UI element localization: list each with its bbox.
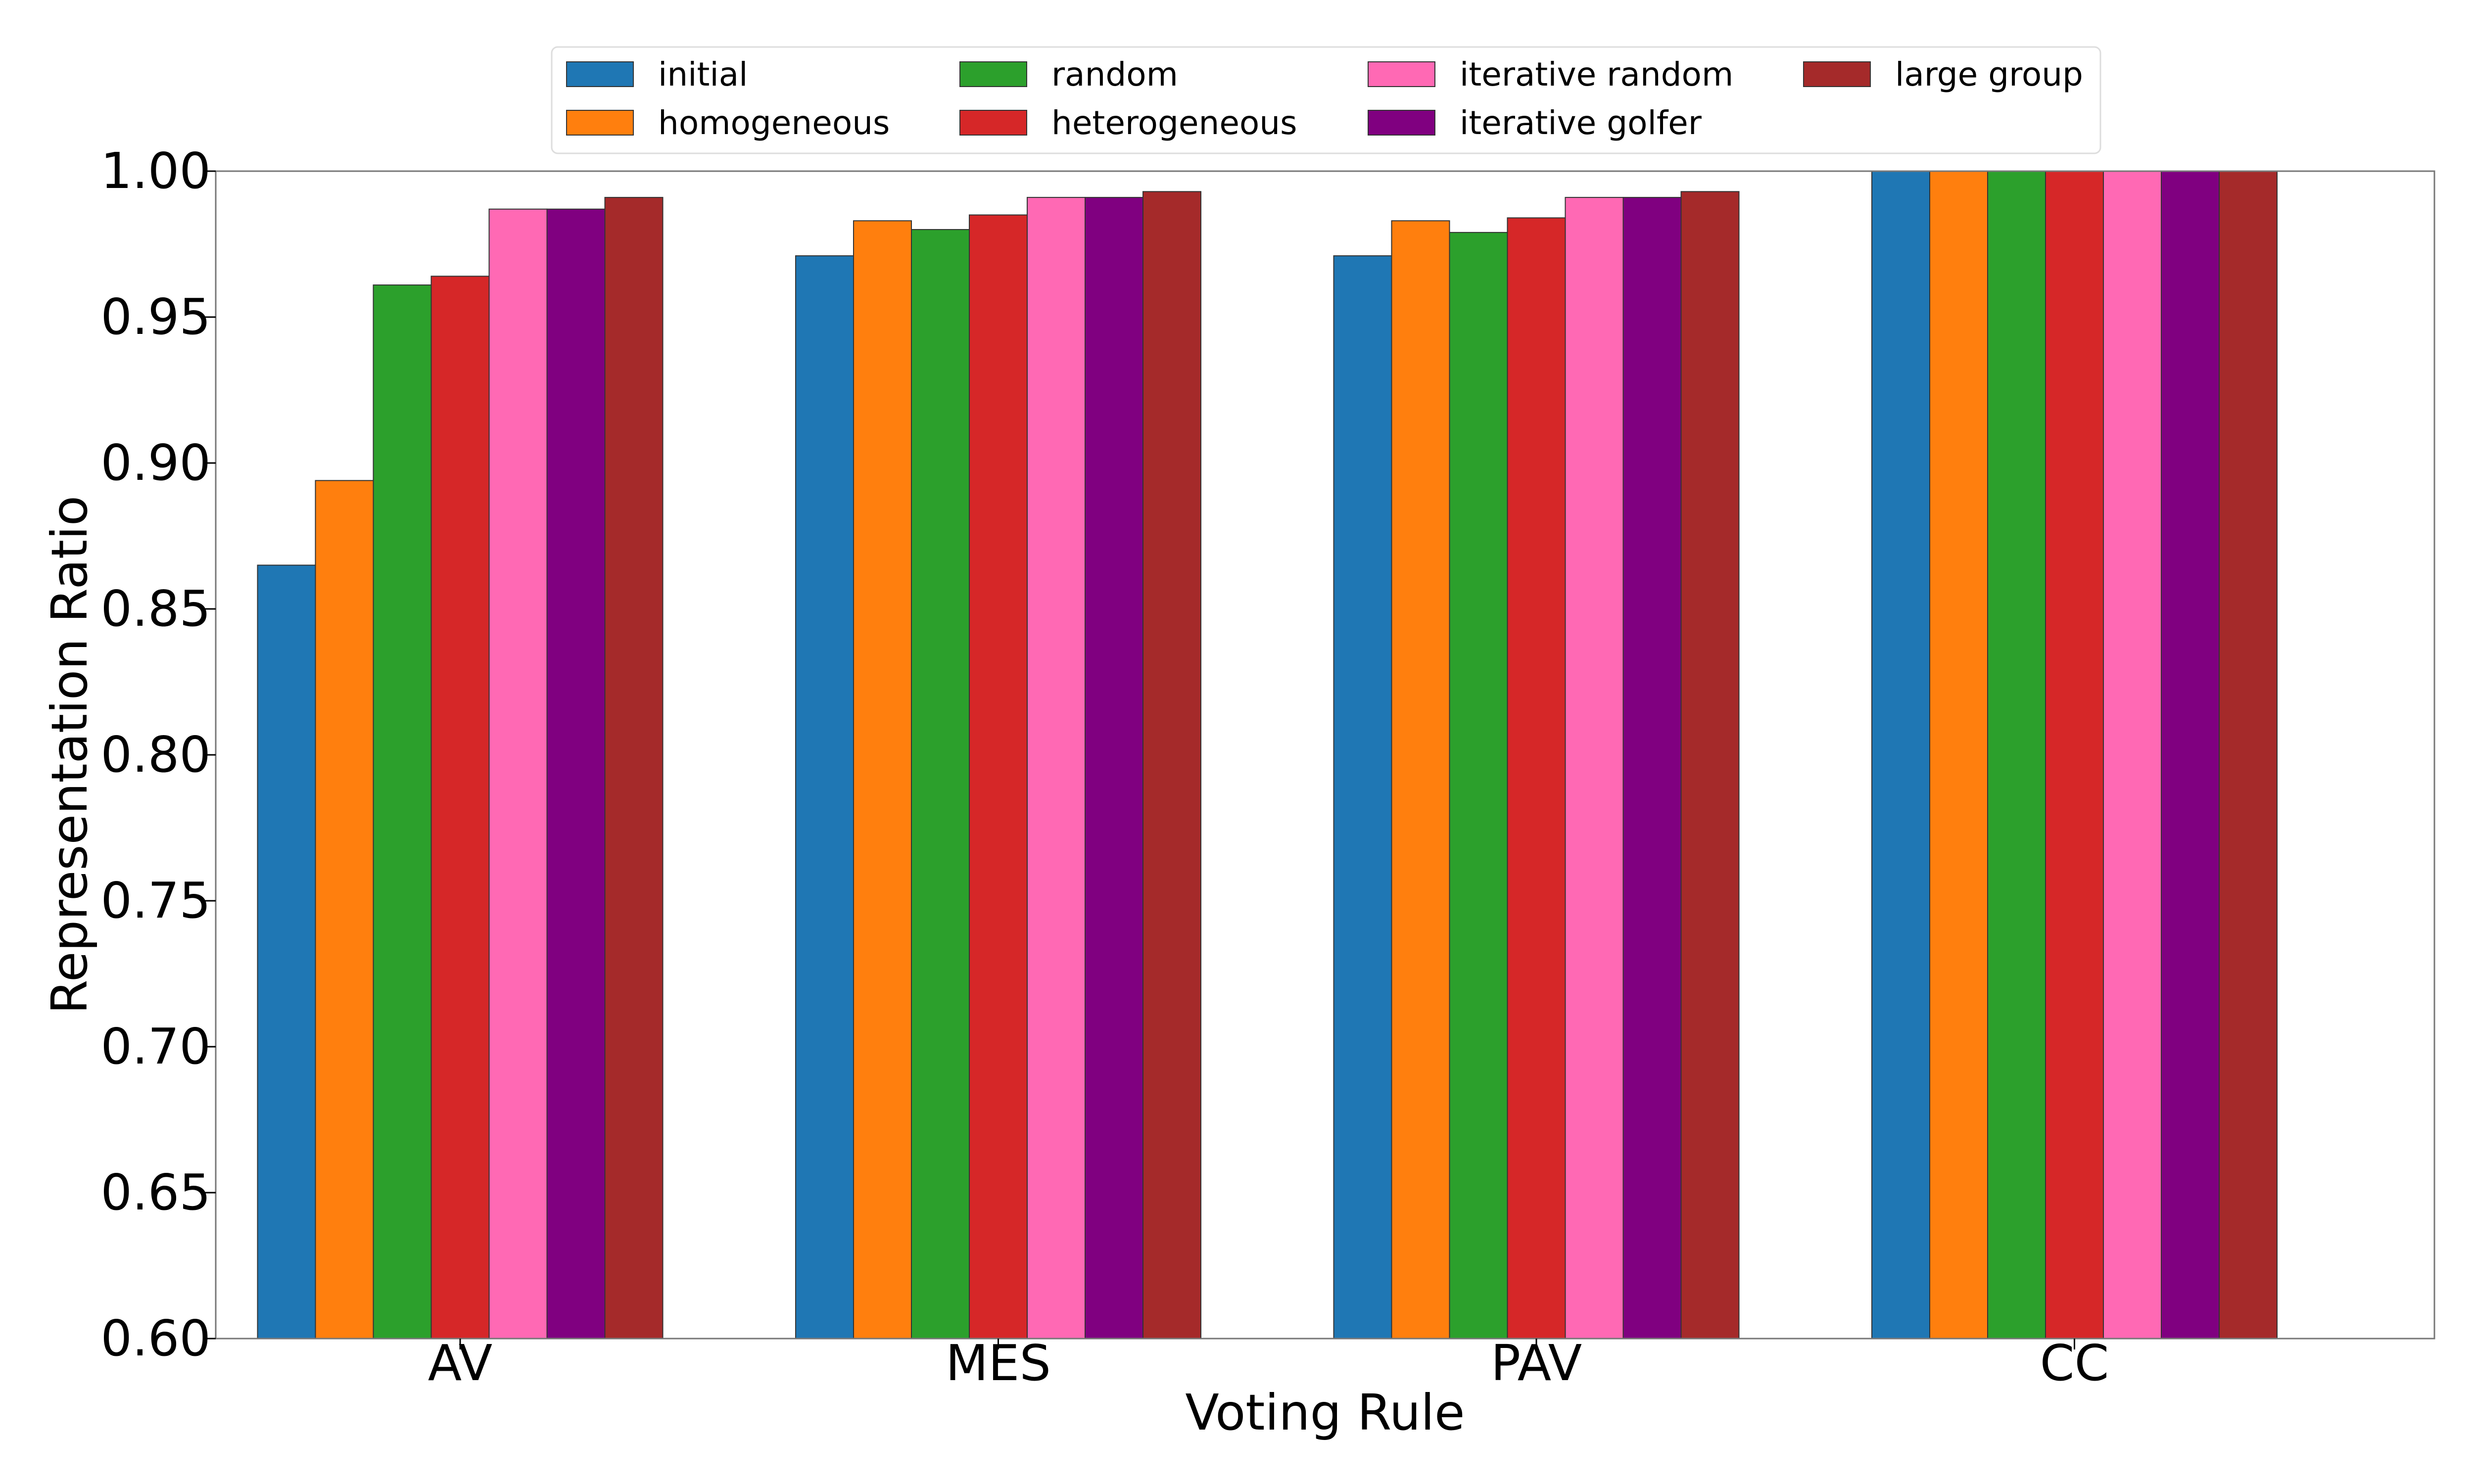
y-tick-label: 0.70: [100, 1018, 211, 1075]
bar-pav-large-group: [1680, 191, 1740, 1339]
legend-swatch: [566, 110, 634, 136]
x-tick-label: AV: [428, 1334, 492, 1392]
bar-mes-heterogeneous: [969, 214, 1028, 1339]
y-axis: 0.60 0.65 0.70 0.75 0.80 0.85 0.90 0.95 1.00: [100, 142, 216, 1367]
legend-label: iterative random: [1460, 55, 1733, 93]
legend-box: [551, 46, 2101, 154]
bar-mes-random: [911, 229, 970, 1339]
y-tick-label: 0.95: [100, 288, 211, 346]
bar-pav-random: [1449, 232, 1508, 1340]
bar-cc-homogeneous: [1929, 171, 1988, 1339]
bar-pav-initial: [1333, 255, 1392, 1339]
bar-av-initial: [257, 564, 316, 1339]
legend-label: large group: [1895, 55, 2083, 93]
legend-label: heterogeneous: [1051, 104, 1297, 142]
x-axis-label: Voting Rule: [1185, 1384, 1465, 1441]
bar-cc-initial: [1871, 171, 1930, 1339]
y-tick-label: 1.00: [100, 142, 211, 200]
legend-swatch: [1368, 61, 1435, 87]
legend-label: initial: [658, 55, 748, 93]
bar-av-iterative-random: [488, 208, 548, 1340]
y-tick-label: 0.80: [100, 726, 211, 784]
legend-label: homogeneous: [658, 104, 890, 142]
legend-swatch: [1368, 110, 1435, 136]
y-tick-label: 0.65: [100, 1163, 211, 1221]
bar-av-homogeneous: [315, 480, 374, 1339]
legend: initial homogeneous random heterogeneous ite…: [551, 46, 2101, 154]
bar-cc-large-group: [2219, 171, 2278, 1339]
bar-mes-iterative-random: [1027, 197, 1086, 1339]
x-tick-label: MES: [946, 1334, 1051, 1392]
bar-mes-iterative-golfer: [1085, 197, 1143, 1339]
bar-pav-heterogeneous: [1507, 217, 1566, 1340]
bar-cc-iterative-golfer: [2161, 171, 2220, 1339]
bar-cc-iterative-random: [2103, 171, 2162, 1339]
bar-mes-large-group: [1142, 191, 1201, 1339]
x-axis: AV MES PAV CC: [428, 1334, 2109, 1392]
bar-mes-homogeneous: [853, 220, 912, 1339]
legend-swatch: [959, 110, 1027, 136]
bar-pav-iterative-golfer: [1622, 197, 1682, 1339]
bar-av-large-group: [604, 197, 664, 1339]
legend-swatch: [566, 61, 634, 87]
y-tick-label: 0.85: [100, 580, 211, 638]
bar-pav-iterative-random: [1565, 197, 1624, 1339]
y-tick-label: 0.60: [100, 1309, 211, 1367]
x-tick-label: PAV: [1491, 1334, 1582, 1392]
bar-av-random: [373, 284, 432, 1339]
legend-label: iterative golfer: [1460, 104, 1702, 142]
bars-layer: [257, 171, 2278, 1340]
bar-pav-homogeneous: [1391, 220, 1450, 1339]
legend-swatch: [959, 61, 1027, 87]
legend-label: random: [1051, 55, 1178, 93]
bar-cc-random: [1987, 171, 2046, 1339]
x-tick-label: CC: [2040, 1334, 2109, 1392]
bar-mes-initial: [795, 255, 854, 1339]
legend-swatch: [1803, 61, 1871, 87]
y-tick-label: 0.90: [100, 434, 211, 492]
y-tick-label: 0.75: [100, 872, 211, 929]
y-axis-label: Representation Ratio: [41, 496, 98, 1014]
bar-av-heterogeneous: [430, 276, 490, 1340]
bar-cc-heterogeneous: [2045, 171, 2104, 1339]
bar-av-iterative-golfer: [546, 208, 606, 1340]
